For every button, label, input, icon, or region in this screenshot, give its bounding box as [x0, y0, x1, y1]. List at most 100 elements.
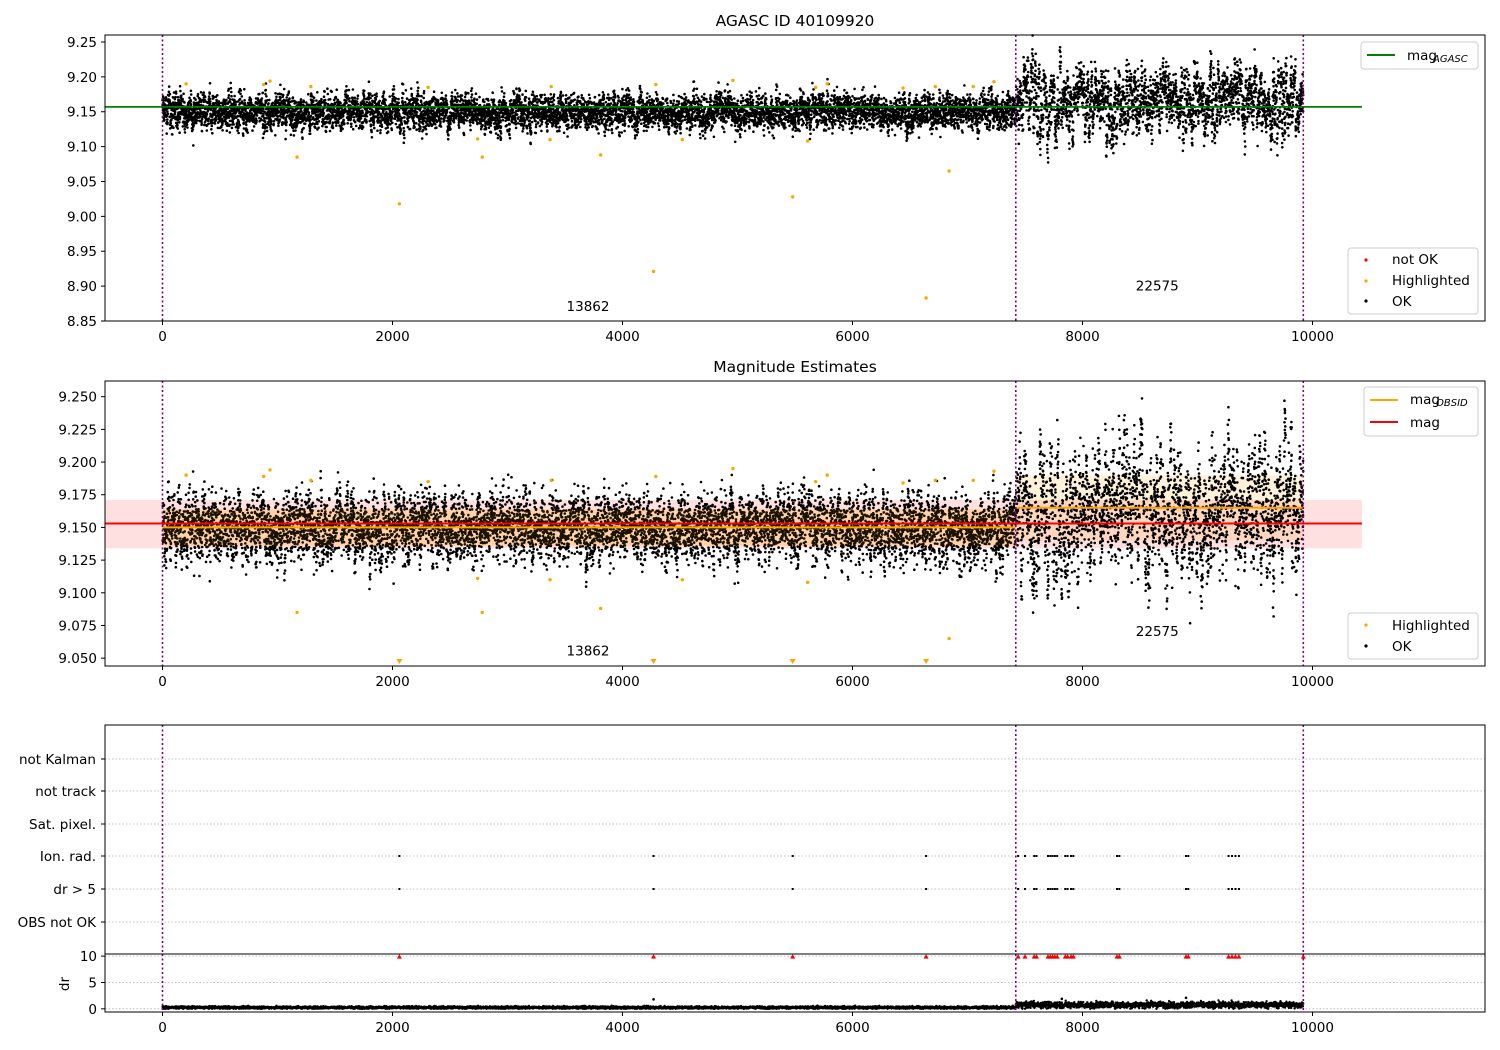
magnitude-estimates-panel: Magnitude Estimates 13862 22575 0 2000 4000…	[58, 358, 1486, 690]
flag-mark	[1187, 855, 1190, 857]
x-tick-label: 4000	[605, 674, 639, 690]
legend-top: mag AGASC	[1360, 41, 1479, 70]
highlighted-point	[992, 80, 996, 84]
legend-label: OK	[1392, 294, 1413, 310]
obsid-label: 22575	[1136, 624, 1179, 640]
y-tick-label: 9.150	[58, 520, 97, 536]
highlighted-point	[598, 153, 603, 157]
legend-label: mag	[1410, 415, 1440, 431]
highlighted-point	[933, 84, 937, 89]
flag-mark	[791, 888, 794, 890]
y-axis: not Kalman not track Sat. pixel. Ion. rad. d…	[18, 752, 105, 931]
legend-marker-highlighted	[1364, 279, 1368, 283]
highlighted-point	[309, 84, 313, 89]
flag-mark	[1234, 888, 1237, 890]
flag-mark	[1116, 888, 1118, 890]
flag-mark	[1017, 855, 1020, 857]
y-tick-label: 9.10	[67, 140, 97, 156]
y-tick-label: not Kalman	[19, 752, 96, 768]
highlighted-point	[971, 478, 975, 483]
y-tick-label: 9.00	[67, 209, 97, 225]
x-tick-label: 8000	[1065, 329, 1099, 345]
flag-mark	[1035, 855, 1038, 857]
y-tick-label: 10	[80, 949, 97, 965]
x-tick-label: 0	[158, 1020, 167, 1036]
legend-subscript: OBSID	[1436, 398, 1468, 409]
y-tick-label: 5	[88, 975, 97, 991]
flag-mark	[1118, 855, 1121, 857]
plot-area	[105, 954, 1485, 1012]
x-tick-label: 0	[158, 674, 167, 690]
highlighted-point	[309, 478, 313, 483]
y-tick-label: 9.125	[58, 553, 97, 569]
legend-bottom: Highlighted OK	[1347, 612, 1479, 660]
x-tick-label: 0	[158, 329, 167, 345]
highlighted-point	[654, 474, 658, 479]
y-axis: 8.85 8.90 8.95 9.00 9.05 9.10 9.15 9.20 9.25	[67, 35, 105, 330]
legend-bottom: not OK Highlighted OK	[1347, 247, 1479, 315]
flag-mark	[791, 855, 794, 857]
dr-clipped-marker	[1022, 954, 1028, 959]
highlighted-point	[825, 82, 829, 86]
x-tick-label: 6000	[835, 674, 869, 690]
dr-clipped-marker	[1034, 954, 1039, 959]
highlighted-point	[731, 466, 735, 471]
highlighted-point	[825, 473, 829, 477]
legend-marker-not-ok	[1364, 258, 1368, 262]
highlighted-point	[268, 468, 272, 472]
highlighted-point	[295, 610, 299, 615]
legend-label: OK	[1392, 639, 1413, 655]
x-tick-label: 10000	[1291, 674, 1334, 690]
flag-mark	[925, 855, 928, 857]
x-tick-label: 10000	[1291, 1020, 1334, 1036]
highlighted-point	[426, 85, 430, 90]
dr-clipped-marker	[396, 954, 402, 959]
y-tick-label: Sat. pixel.	[29, 817, 96, 833]
highlighted-point	[268, 79, 272, 83]
legend-label: mag	[1407, 48, 1437, 64]
legend-marker-ok	[1364, 299, 1368, 303]
flag-mark	[1070, 888, 1072, 890]
flag-mark	[1056, 888, 1059, 890]
x-tick-label: 2000	[375, 329, 409, 345]
highlighted-point	[548, 578, 552, 582]
y-tick-label: 9.175	[58, 488, 97, 504]
highlighted-point	[901, 481, 905, 485]
clipped-marker	[396, 659, 403, 664]
x-tick-label: 8000	[1065, 1020, 1099, 1036]
legend-subscript: AGASC	[1432, 54, 1468, 65]
flag-mark	[1024, 855, 1026, 857]
highlighted-point	[184, 473, 188, 477]
legend-label: not OK	[1392, 252, 1439, 268]
dr-clipped-marker	[1116, 954, 1122, 959]
y-tick-label: Ion. rad.	[40, 849, 96, 865]
flag-mark	[1047, 888, 1049, 890]
highlighted-point	[680, 578, 684, 582]
x-tick-label: 4000	[605, 1020, 639, 1036]
flag-mark	[1053, 888, 1056, 890]
flag-mark	[1051, 888, 1054, 890]
highlighted-point	[598, 606, 603, 611]
highlighted-point	[295, 155, 299, 159]
flag-mark	[1237, 888, 1240, 890]
dr-clipped-marker	[1185, 954, 1191, 959]
y-tick-label: 8.95	[67, 244, 97, 260]
obsid-label: 13862	[567, 644, 610, 660]
dr-outlier	[1184, 996, 1188, 1000]
dr-clipped-marker	[1229, 954, 1235, 959]
dr-outlier	[652, 998, 655, 1001]
flag-mark	[1231, 855, 1233, 857]
flag-mark	[1017, 888, 1020, 890]
highlighted-point	[933, 478, 937, 483]
obsid-label: 13862	[567, 299, 610, 315]
axes-frame	[104, 34, 1486, 322]
flag-mark	[1072, 855, 1075, 857]
dr-clipped-marker	[1065, 954, 1071, 959]
legend-label: mag	[1410, 392, 1440, 408]
highlighted-point	[924, 296, 928, 300]
flag-mark	[1051, 855, 1054, 857]
y-tick-label: 9.200	[58, 455, 97, 471]
flag-mark	[398, 888, 401, 890]
y-tick-label: 9.05	[67, 174, 97, 190]
flag-mark	[1234, 855, 1237, 857]
